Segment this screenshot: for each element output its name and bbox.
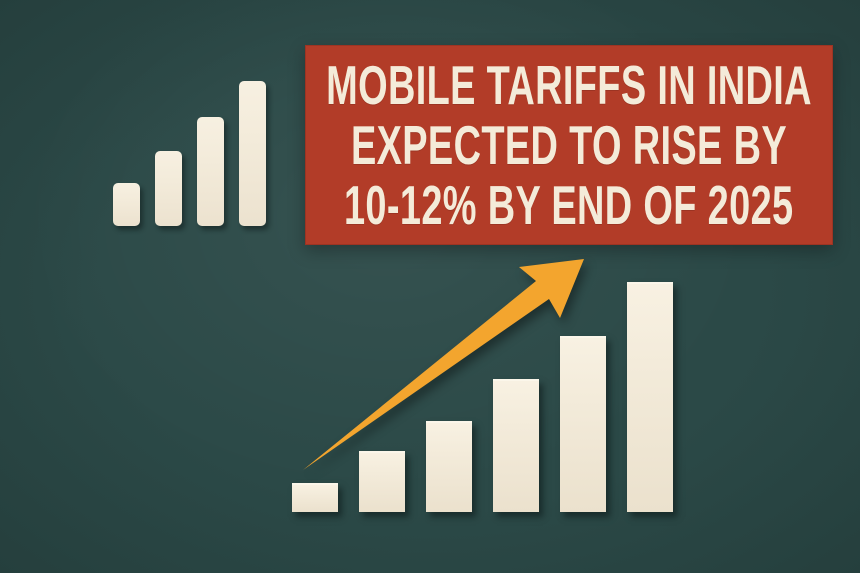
signal-chart-bar-4 — [239, 81, 266, 226]
growth-chart-bar-4 — [493, 379, 539, 512]
headline-banner: MOBILE TARIFFS IN INDIA EXPECTED TO RISE… — [305, 45, 833, 245]
growth-chart-bar-3 — [426, 421, 472, 512]
headline-line-2: EXPECTED TO RISE BY — [350, 114, 788, 176]
headline-line-3: 10-12% BY END OF 2025 — [344, 174, 794, 236]
signal-chart-bar-3 — [197, 117, 224, 226]
growth-chart-bar-5 — [560, 336, 606, 512]
growth-bars-chart — [292, 282, 694, 512]
growth-chart-bar-1 — [292, 483, 338, 512]
signal-chart-bar-2 — [155, 151, 182, 226]
signal-bars-chart — [113, 81, 273, 226]
growth-chart-bar-2 — [359, 451, 405, 512]
headline-line-1: MOBILE TARIFFS IN INDIA — [326, 54, 812, 116]
signal-chart-bar-1 — [113, 183, 140, 226]
growth-chart-bar-6 — [627, 282, 673, 512]
